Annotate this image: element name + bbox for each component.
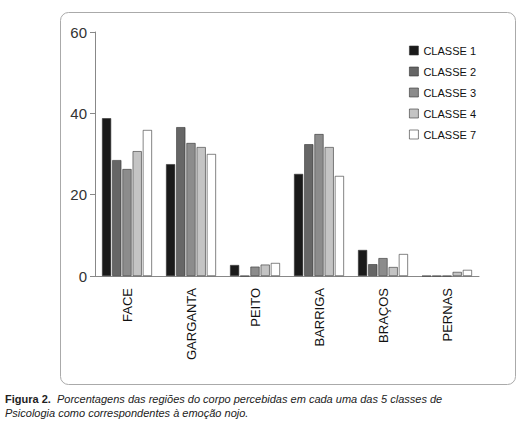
- svg-text:0: 0: [79, 268, 87, 285]
- svg-text:GARGANTA: GARGANTA: [184, 288, 199, 360]
- svg-text:CLASSE 3: CLASSE 3: [423, 87, 476, 99]
- svg-text:Psicologia como correspondente: Psicologia como correspondentes à emoção…: [5, 407, 248, 419]
- svg-text:40: 40: [70, 105, 87, 122]
- svg-text:PERNAS: PERNAS: [440, 288, 455, 342]
- svg-text:20: 20: [70, 186, 87, 203]
- svg-text:CLASSE 4: CLASSE 4: [423, 108, 476, 120]
- svg-text:PEITO: PEITO: [248, 288, 263, 327]
- svg-text:Porcentagens das regiões do co: Porcentagens das regiões do corpo perceb…: [57, 393, 445, 405]
- svg-text:BRAÇOS: BRAÇOS: [376, 288, 391, 343]
- svg-text:60: 60: [70, 24, 87, 41]
- svg-text:BARRIGA: BARRIGA: [312, 288, 327, 347]
- svg-text:CLASSE 1: CLASSE 1: [423, 45, 476, 57]
- svg-text:Figura 2.: Figura 2.: [5, 393, 51, 405]
- svg-text:FACE: FACE: [120, 288, 135, 322]
- svg-text:CLASSE 2: CLASSE 2: [423, 66, 476, 78]
- svg-text:CLASSE 7: CLASSE 7: [423, 129, 476, 141]
